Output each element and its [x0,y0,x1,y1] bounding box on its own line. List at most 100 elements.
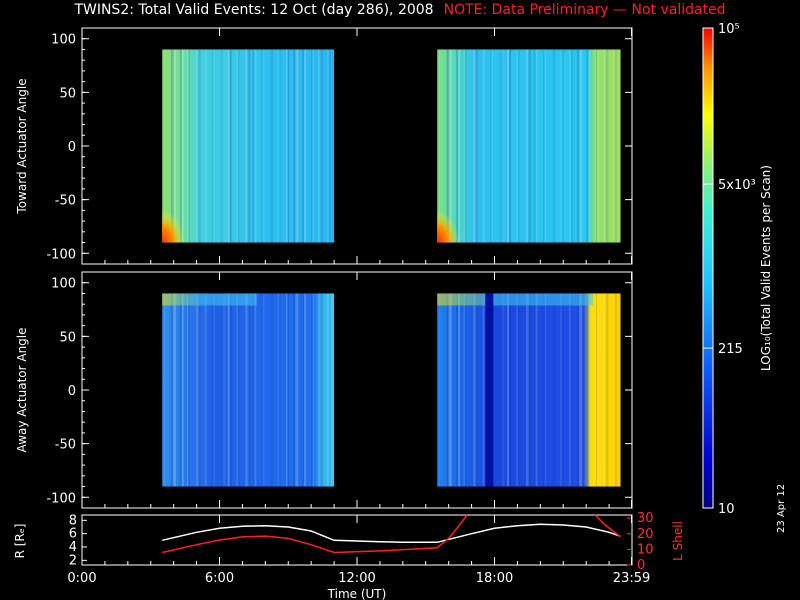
away-streak [465,293,467,487]
colorbar-tick-label: 10⁵ [718,22,740,37]
toward-streak [577,49,581,243]
chart-title: TWINS2: Total Valid Events: 12 Oct (day … [74,2,434,18]
away-streak [302,293,305,487]
away-streak [586,293,589,487]
lshell-tick-label: 0 [637,558,645,573]
toward-streak [569,49,571,243]
away-streak [457,293,460,487]
toward-streak [236,49,238,243]
lshell-tick-label: 10 [637,542,654,557]
radius-line [162,523,621,544]
away-streak [238,293,240,487]
away-streak [197,293,201,487]
away-streak [456,293,459,487]
away-ytick-label: 0 [68,384,76,399]
radius-tick-label: 8 [69,513,77,528]
away-streak [171,293,175,487]
away-streak [439,293,441,487]
toward-streak [187,49,189,243]
away-ytick-label: 50 [59,330,76,345]
away-streak [571,293,573,487]
toward-streak [475,49,479,243]
time-x-axis: 0:00 6:00 12:00 18:00 23:59 [67,28,650,586]
toward-streak [595,49,597,243]
toward-streak [499,49,503,243]
toward-streak [535,49,538,243]
away-streak [286,293,288,487]
away-block-2 [437,293,621,487]
colorbar-tick-label: 215 [718,342,743,357]
colorbar [702,27,714,509]
toward-streak [179,49,182,243]
away-streak [552,293,556,487]
toward-streak [560,49,563,243]
radius-tick-label: 2 [69,553,77,568]
away-streak [448,293,452,487]
toward-y-axis: 100 50 0 -50 -100 [46,33,632,262]
toward-streak [277,49,280,243]
away-streak [577,293,581,487]
colorbar-label: LOG₁₀(Total Valid Events per Scan) [759,165,773,371]
toward-streak [509,49,512,243]
toward-streak [456,49,459,243]
away-streak [507,293,510,487]
away-streak [437,293,439,487]
toward-streak [261,49,263,243]
toward-streak [238,49,240,243]
toward-streak [263,49,265,243]
toward-streak [612,49,615,243]
away-streak [526,293,530,487]
away-streak [263,293,265,487]
away-streak [475,293,479,487]
away-streak [561,293,564,487]
away-streak [277,293,280,487]
toward-streak [597,49,599,243]
away-streak [261,293,263,487]
away-streak [463,293,465,487]
away-streak [319,293,323,487]
away-streak [293,293,297,487]
away-streak [303,293,306,487]
away-streak [527,293,531,487]
away-streak [163,293,165,487]
away-streak [605,293,609,487]
toward-streak [518,49,520,243]
toward-streak [526,49,530,243]
toward-streak [465,49,467,243]
toward-block-2 [437,49,621,243]
lshell-axis-label: L Shell [671,521,685,561]
x-tick-label: 12:00 [338,571,375,586]
away-streak [222,293,226,487]
away-heatmap [162,293,621,487]
away-streak [509,293,512,487]
toward-streak [448,49,452,243]
toward-streak [286,49,288,243]
toward-streak [293,49,297,243]
away-top-band [162,293,257,306]
toward-heatmap [162,49,621,243]
toward-ytick-label: 100 [51,33,76,48]
toward-streak [552,49,556,243]
radius-tick-label: 6 [69,527,77,542]
away-block-1 [162,293,335,487]
toward-streak [533,49,536,243]
toward-streak [319,49,323,243]
toward-streak [204,49,207,243]
away-streak [588,293,591,487]
away-streak [270,293,274,487]
preliminary-note: NOTE: Data Preliminary — Not validated [443,2,726,18]
toward-streak [457,49,460,243]
toward-streak [163,49,165,243]
away-ytick-label: 100 [51,277,76,292]
away-streak [245,293,249,487]
toward-streak [303,49,306,243]
away-streak [318,293,322,487]
toward-streak [571,49,573,243]
away-streak [204,293,207,487]
colorbar-ticks: 10 215 5x10³ 10⁵ [703,22,756,517]
toward-streak [247,49,251,243]
toward-ytick-label: -50 [55,194,76,209]
toward-streak [227,49,230,243]
